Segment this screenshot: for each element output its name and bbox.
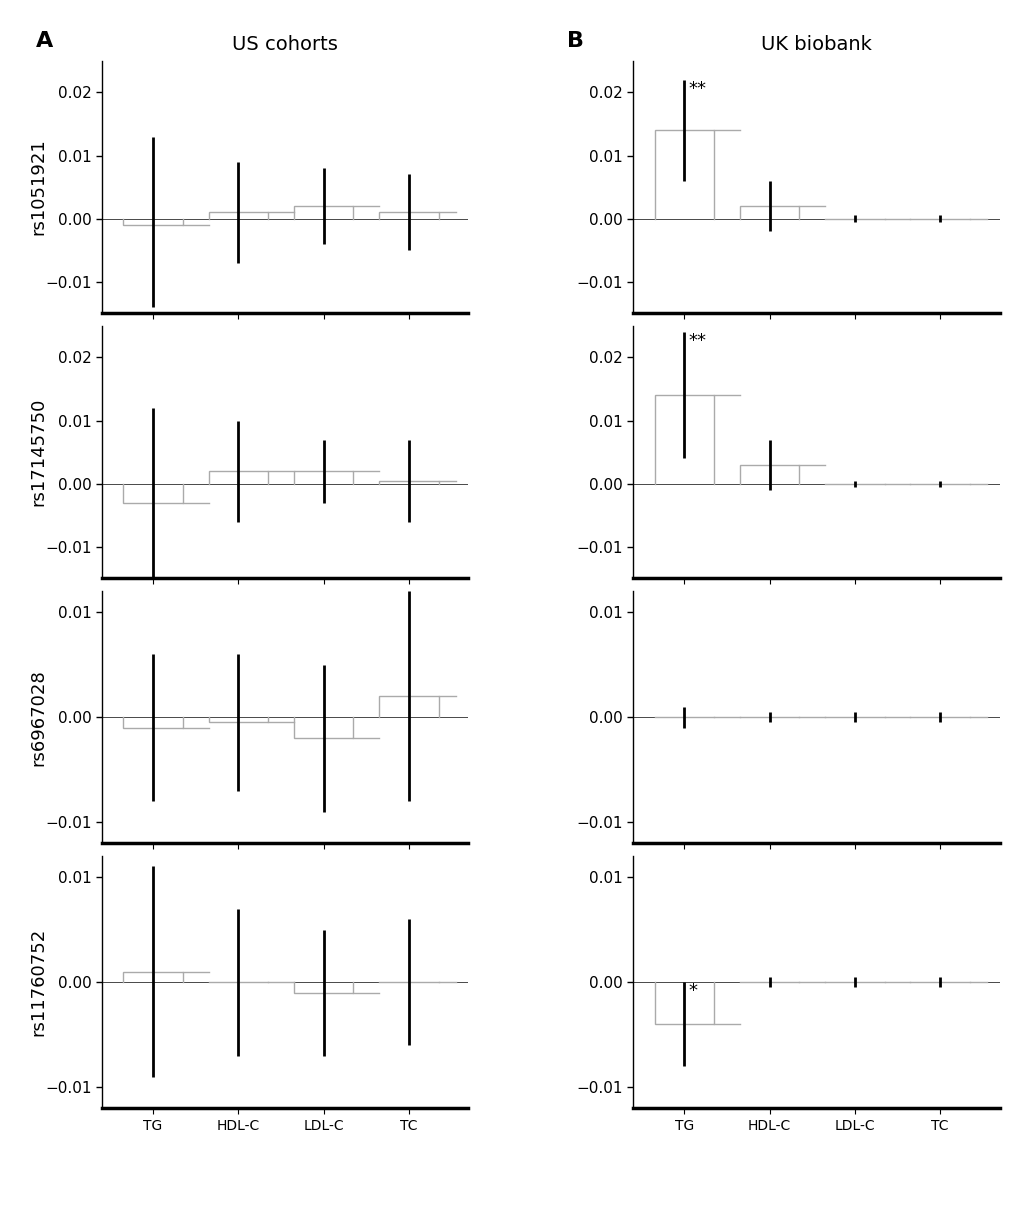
Title: US cohorts: US cohorts xyxy=(232,35,337,54)
Text: *: * xyxy=(688,982,697,1000)
Title: UK biobank: UK biobank xyxy=(760,35,871,54)
Text: **: ** xyxy=(688,80,706,97)
Y-axis label: rs11760752: rs11760752 xyxy=(30,928,47,1037)
Text: A: A xyxy=(36,30,53,51)
Y-axis label: rs1051921: rs1051921 xyxy=(30,139,47,235)
Y-axis label: rs6967028: rs6967028 xyxy=(30,669,47,766)
Y-axis label: rs17145750: rs17145750 xyxy=(30,398,47,507)
Text: **: ** xyxy=(688,333,706,351)
Text: B: B xyxy=(567,30,584,51)
